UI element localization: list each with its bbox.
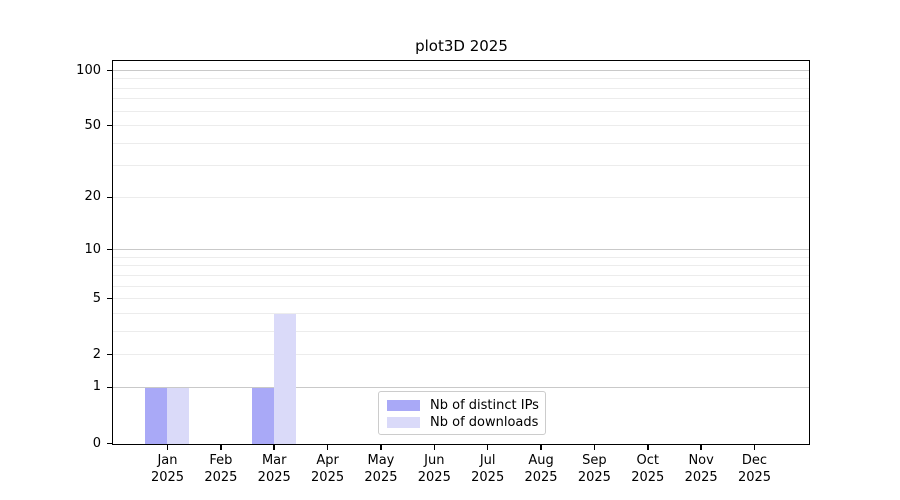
x-tick-label-mar: Mar 2025 (244, 452, 304, 486)
x-tick-label-jan: Jan 2025 (138, 452, 198, 486)
minor-gridline (113, 256, 809, 258)
minor-gridline (113, 78, 809, 80)
x-tick-mark (647, 445, 649, 450)
x-tick-mark (486, 445, 489, 450)
x-tick-year-label: 2025 (577, 470, 611, 485)
x-tick-year-label: 2025 (150, 470, 185, 485)
x-tick-label-may: May 2025 (351, 452, 411, 486)
legend-item-distinct-ips: Nb of distinct IPs (387, 397, 539, 414)
y-tick-mark (107, 69, 112, 72)
x-tick-mark (540, 445, 542, 450)
y-tick-label: 50 (84, 117, 101, 133)
x-tick-year-label: 2025 (631, 470, 665, 485)
y-tick-label: 10 (84, 241, 101, 257)
y-tick-mark (107, 386, 112, 389)
legend-item-downloads: Nb of downloads (387, 414, 539, 431)
x-tick-label-dec: Dec 2025 (725, 452, 785, 486)
bar-downloads-jan (167, 387, 189, 444)
minor-gridline (113, 165, 809, 167)
minor-gridline (113, 298, 809, 300)
chart-title: plot3D 2025 (415, 37, 508, 55)
major-gridline (113, 249, 809, 251)
bar-distinct-ips-jan (145, 387, 167, 444)
x-tick-mark (433, 445, 436, 450)
x-tick-year-label: 2025 (417, 470, 451, 485)
y-tick-mark (107, 196, 112, 199)
x-tick-mark (326, 445, 329, 450)
x-tick-mark (273, 445, 275, 450)
y-tick-label: 5 (92, 290, 101, 306)
x-tick-label-jun: Jun 2025 (404, 452, 464, 486)
x-tick-mark (166, 445, 169, 450)
y-tick-label: 1 (92, 379, 101, 395)
minor-gridline (113, 354, 809, 356)
x-tick-label-feb: Feb 2025 (191, 452, 251, 486)
x-tick-mark (700, 445, 702, 450)
x-tick-year-label: 2025 (737, 470, 772, 485)
minor-gridline (113, 125, 809, 127)
legend-swatch-downloads (387, 417, 420, 428)
major-gridline (113, 386, 809, 388)
bar-downloads-mar (273, 313, 296, 444)
minor-gridline (113, 330, 809, 332)
x-tick-mark (380, 445, 382, 450)
minor-gridline (113, 312, 809, 314)
minor-gridline (113, 110, 809, 112)
y-tick-mark (107, 353, 112, 356)
y-tick-mark (107, 442, 112, 445)
x-tick-label-nov: Nov 2025 (671, 452, 731, 486)
x-tick-label-jul: Jul 2025 (458, 452, 518, 486)
bar-distinct-ips-mar (251, 387, 274, 444)
minor-gridline (113, 142, 809, 144)
x-tick-mark (220, 445, 222, 450)
y-tick-label: 0 (92, 435, 101, 451)
minor-gridline (113, 87, 809, 89)
x-tick-year-label: 2025 (204, 470, 238, 485)
y-tick-mark (107, 297, 112, 300)
plot-area (112, 60, 810, 445)
legend-label-downloads: Nb of downloads (430, 415, 539, 430)
x-tick-year-label: 2025 (524, 470, 558, 485)
x-tick-year-label: 2025 (311, 470, 345, 485)
minor-gridline (113, 265, 809, 267)
minor-gridline (113, 274, 809, 276)
x-tick-label-aug: Aug 2025 (511, 452, 571, 486)
y-tick-label: 2 (92, 346, 101, 362)
x-tick-year-label: 2025 (257, 470, 291, 485)
y-tick-label: 20 (84, 189, 101, 205)
x-tick-year-label: 2025 (471, 470, 505, 485)
major-gridline (113, 70, 809, 71)
minor-gridline (113, 196, 809, 198)
y-tick-mark (107, 248, 112, 251)
x-tick-mark (753, 445, 756, 450)
y-tick-label: 100 (76, 62, 101, 78)
x-tick-label-sep: Sep 2025 (564, 452, 624, 486)
x-tick-mark (593, 445, 596, 450)
legend: Nb of distinct IPs Nb of downloads (378, 391, 546, 435)
x-tick-year-label: 2025 (684, 470, 718, 485)
x-tick-label-apr: Apr 2025 (298, 452, 358, 486)
legend-swatch-distinct-ips (387, 400, 420, 411)
legend-label-distinct-ips: Nb of distinct IPs (430, 398, 539, 413)
y-tick-mark (107, 124, 112, 127)
minor-gridline (113, 285, 809, 287)
x-tick-label-oct: Oct 2025 (618, 452, 678, 486)
minor-gridline (113, 98, 809, 100)
x-tick-year-label: 2025 (364, 470, 398, 485)
